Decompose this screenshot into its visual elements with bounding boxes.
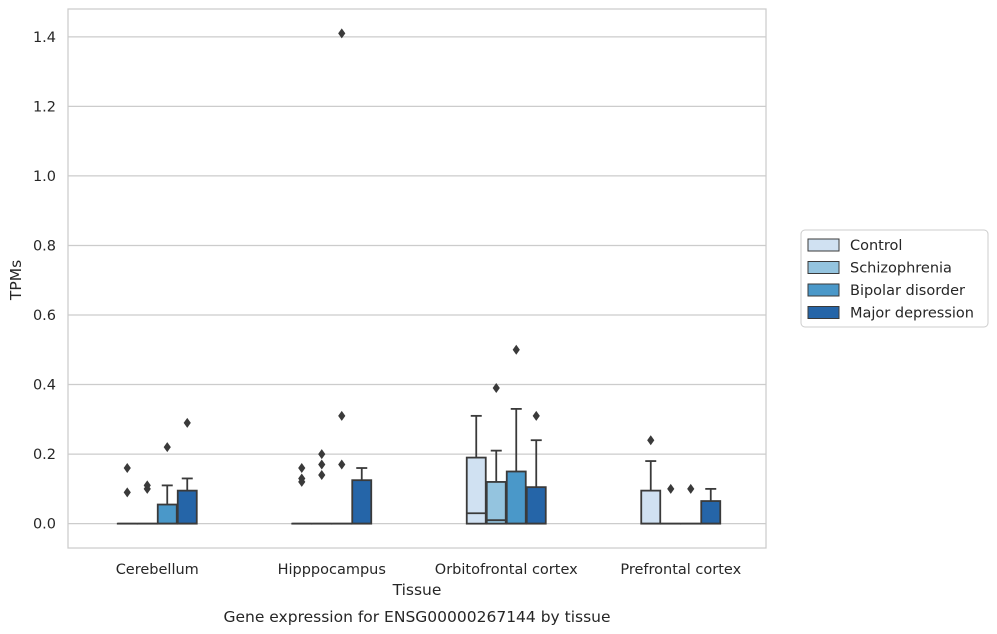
box: [640, 489, 662, 525]
box-bipolar-disorder: [331, 28, 353, 525]
y-tick-label: 1.0: [33, 169, 56, 185]
outlier-point: [338, 28, 346, 39]
box-control: [116, 463, 138, 525]
box-major-depression: [176, 417, 198, 525]
outlier-point: [318, 459, 326, 470]
y-tick-label: 0.6: [33, 308, 56, 324]
outlier-point: [318, 449, 326, 460]
outlier-point: [123, 487, 131, 498]
box-bipolar-disorder: [505, 344, 527, 525]
outlier-point: [163, 442, 171, 453]
box-control: [640, 435, 662, 525]
box-schizophrenia: [136, 480, 158, 525]
box-major-depression: [351, 467, 373, 525]
box-schizophrenia: [660, 483, 682, 525]
box: [700, 500, 722, 525]
box: [156, 503, 178, 525]
box: [351, 479, 373, 525]
legend: Control Schizophrenia Bipolar disorder Majo…: [800, 229, 989, 328]
y-tick-label: 0.8: [33, 238, 56, 254]
box: [485, 481, 507, 525]
outlier-point: [338, 410, 346, 421]
legend-box: [800, 229, 989, 328]
box-control: [291, 463, 313, 525]
box-bipolar-disorder: [156, 442, 178, 525]
box-groups: [116, 28, 722, 525]
outlier-point: [532, 410, 540, 421]
legend-swatch: [807, 306, 840, 319]
chart-caption: Gene expression for ENSG00000267144 by t…: [223, 608, 610, 626]
y-tick-label: 1.2: [33, 99, 56, 115]
x-tick-label: Orbitofrontal cortex: [435, 562, 578, 578]
legend-label: Control: [850, 238, 902, 254]
outlier-point: [123, 463, 131, 474]
legend-swatch: [807, 283, 840, 297]
outlier-point: [298, 476, 306, 487]
plot-frame: [67, 8, 767, 549]
legend-swatch: [807, 238, 840, 252]
outlier-point: [512, 344, 520, 355]
box-control: [465, 414, 487, 525]
y-axis-label: TPMs: [7, 260, 25, 301]
y-tick-label: 0.2: [33, 447, 56, 463]
outlier-point: [647, 435, 655, 446]
x-tick-label: Prefrontal cortex: [620, 562, 741, 578]
gridlines: [68, 36, 766, 525]
box-major-depression: [700, 487, 722, 525]
x-tick-label: Hipppocampus: [278, 562, 386, 578]
outlier-point: [492, 383, 500, 394]
y-tick-label: 0.0: [33, 517, 56, 533]
y-tick-labels: 0.0 0.2 0.4 0.6 0.8 1.0 1.2 1.4: [33, 30, 56, 533]
box: [465, 456, 487, 525]
outlier-point: [687, 483, 695, 494]
box: [525, 486, 547, 525]
box: [505, 470, 527, 525]
outlier-point: [298, 463, 306, 474]
box-major-depression: [525, 410, 547, 525]
legend-label: Bipolar disorder: [850, 283, 965, 299]
box: [176, 489, 198, 525]
legend-label: Major depression: [850, 306, 974, 322]
outlier-point: [338, 459, 346, 470]
outlier-point: [183, 417, 191, 428]
legend-swatch: [807, 261, 840, 274]
outlier-point: [667, 483, 675, 494]
y-tick-label: 0.4: [33, 378, 56, 394]
box-schizophrenia: [485, 383, 507, 525]
box-bipolar-disorder: [680, 483, 702, 525]
x-tick-label: Cerebellum: [116, 562, 199, 578]
box-schizophrenia: [311, 449, 333, 525]
outlier-point: [143, 483, 151, 494]
legend-label: Schizophrenia: [850, 261, 952, 277]
x-axis-label: Tissue: [392, 581, 442, 599]
y-tick-label: 1.4: [33, 30, 56, 46]
x-tick-labels: Cerebellum Hipppocampus Orbitofrontal cort…: [116, 562, 742, 578]
outlier-point: [318, 469, 326, 480]
